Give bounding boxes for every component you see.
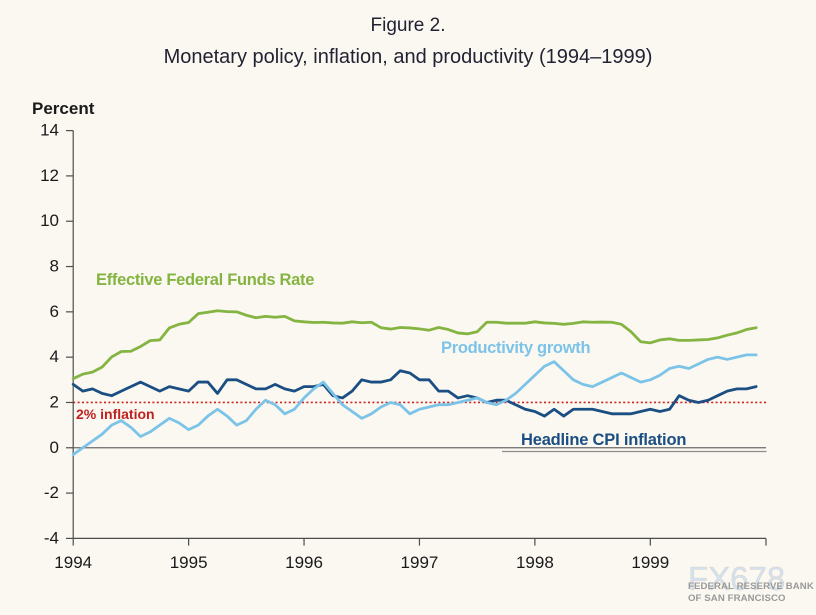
- svg-text:1994: 1994: [54, 553, 92, 572]
- svg-text:8: 8: [50, 257, 59, 276]
- svg-text:12: 12: [40, 166, 59, 185]
- svg-text:2: 2: [50, 392, 59, 411]
- svg-text:1999: 1999: [631, 553, 669, 572]
- svg-text:Productivity growth: Productivity growth: [441, 339, 590, 357]
- svg-text:Headline CPI inflation: Headline CPI inflation: [521, 431, 686, 449]
- svg-text:1996: 1996: [285, 553, 323, 572]
- svg-text:1995: 1995: [170, 553, 208, 572]
- svg-text:OF SAN FRANCISCO: OF SAN FRANCISCO: [688, 593, 786, 604]
- svg-text:6: 6: [50, 302, 59, 321]
- svg-text:0: 0: [50, 438, 59, 457]
- svg-text:14: 14: [40, 121, 59, 140]
- svg-text:1997: 1997: [401, 553, 439, 572]
- svg-text:10: 10: [40, 211, 59, 230]
- svg-text:1998: 1998: [516, 553, 554, 572]
- svg-text:2% inflation: 2% inflation: [76, 406, 155, 422]
- svg-text:Effective Federal Funds Rate: Effective Federal Funds Rate: [96, 271, 314, 289]
- svg-text:4: 4: [50, 347, 59, 366]
- svg-text:FEDERAL RESERVE BANK: FEDERAL RESERVE BANK: [688, 581, 814, 592]
- svg-text:-4: -4: [44, 528, 59, 547]
- svg-text:-2: -2: [44, 483, 59, 502]
